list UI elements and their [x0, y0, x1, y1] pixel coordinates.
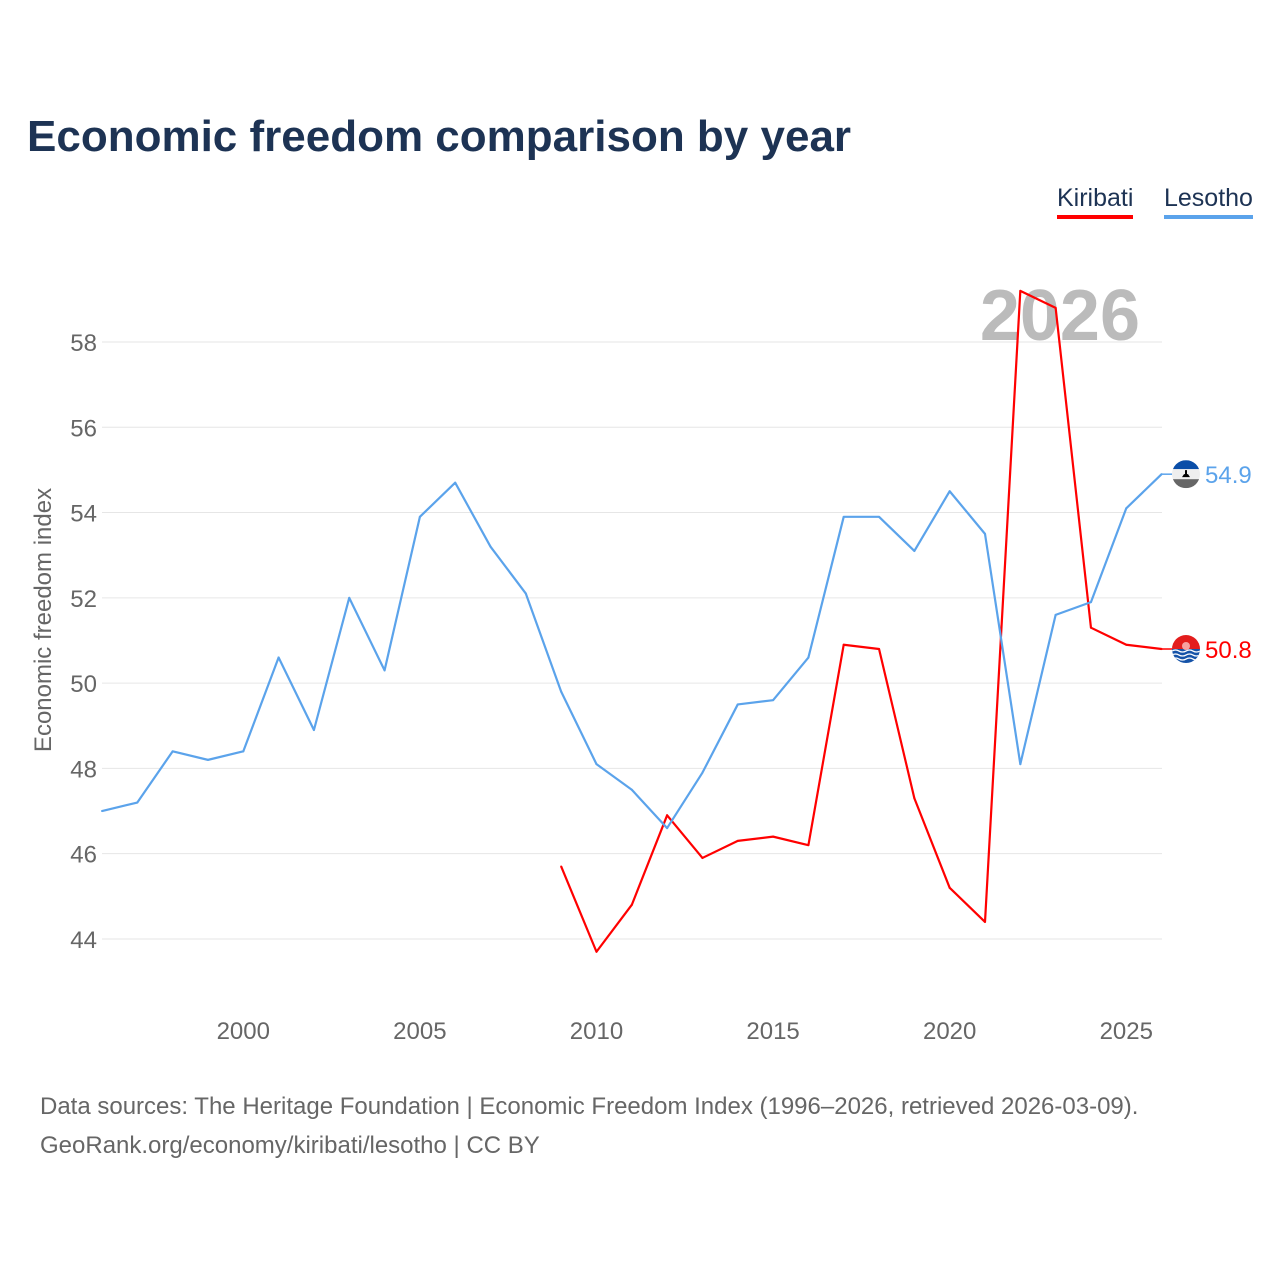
data-point: [171, 750, 174, 753]
data-point: [807, 656, 810, 659]
flag-wave: [1172, 649, 1200, 653]
y-tick-label: 56: [70, 415, 97, 442]
data-point: [454, 481, 457, 484]
data-point: [842, 643, 845, 646]
data-point: [1125, 643, 1128, 646]
x-tick-label: 2000: [217, 1018, 270, 1045]
flag-body: [1172, 635, 1200, 664]
data-point: [666, 827, 669, 830]
y-tick-label: 44: [70, 927, 97, 954]
lesotho-flag-icon: [1172, 460, 1200, 489]
data-point: [736, 839, 739, 842]
data-point: [560, 865, 563, 868]
y-tick-label: 46: [70, 842, 97, 869]
data-point: [701, 856, 704, 859]
data-point: [948, 490, 951, 493]
flag-stripe-grey: [1172, 479, 1200, 489]
flag-stripe-blue: [1172, 460, 1200, 470]
chart-title: Economic freedom comparison by year: [27, 112, 852, 161]
data-point: [807, 844, 810, 847]
data-point: [136, 801, 139, 804]
series-line-kiribati: [560, 289, 1162, 953]
data-point: [1019, 763, 1022, 766]
end-value-label-lesotho: 54.9: [1205, 462, 1252, 489]
data-point: [913, 797, 916, 800]
data-point: [348, 596, 351, 599]
data-point: [595, 763, 598, 766]
y-axis-label: Economic freedom index: [30, 488, 57, 752]
data-point: [878, 648, 881, 651]
x-tick-label: 2010: [570, 1018, 623, 1045]
data-point: [1089, 626, 1092, 629]
flag-body: [1172, 460, 1200, 489]
x-tick-label: 2020: [923, 1018, 976, 1045]
x-tick-label: 2025: [1100, 1018, 1153, 1045]
data-point: [984, 920, 986, 923]
y-tick-label: 50: [70, 671, 97, 698]
data-point: [736, 703, 739, 706]
data-point: [101, 810, 103, 813]
data-point: [206, 758, 209, 761]
data-point: [948, 886, 951, 889]
data-point: [489, 545, 492, 548]
flag-wave: [1172, 653, 1200, 657]
flag-sun: [1182, 642, 1190, 651]
legend-lesotho[interactable]: Lesotho: [1164, 184, 1253, 219]
data-point: [560, 690, 563, 693]
data-point: [1125, 507, 1128, 510]
data-point: [630, 903, 633, 906]
data-point: [772, 699, 775, 702]
data-point: [1089, 601, 1092, 604]
data-point: [595, 950, 598, 953]
data-point: [242, 750, 245, 753]
data-point: [1054, 613, 1057, 616]
y-tick-label: 54: [70, 501, 97, 528]
source-line-2[interactable]: GeoRank.org/economy/kiribati/lesotho | C…: [40, 1132, 540, 1159]
end-value-label-kiribati: 50.8: [1205, 637, 1252, 664]
x-tick-label: 2005: [393, 1018, 446, 1045]
data-point: [630, 788, 633, 791]
data-point: [842, 515, 845, 518]
series-line-lesotho: [101, 473, 1163, 830]
flag-hat: [1182, 470, 1190, 478]
data-point: [772, 835, 775, 838]
data-point: [878, 515, 881, 518]
data-point: [984, 532, 986, 535]
source-line-1: Data sources: The Heritage Foundation | …: [40, 1093, 1139, 1120]
y-tick-label: 52: [70, 586, 97, 613]
data-point: [418, 515, 421, 518]
data-point: [1019, 289, 1022, 292]
x-tick-label: 2015: [746, 1018, 799, 1045]
data-point: [701, 771, 704, 774]
data-point: [524, 592, 527, 595]
data-point: [1054, 306, 1057, 309]
source-note: Data sources: The Heritage Foundation | …: [40, 1087, 1138, 1165]
y-tick-label: 48: [70, 756, 97, 783]
data-point: [913, 549, 916, 552]
data-point: [666, 814, 669, 817]
data-point: [312, 729, 315, 732]
legend-kiribati[interactable]: Kiribati: [1057, 184, 1134, 219]
kiribati-flag-icon: [1172, 635, 1200, 664]
y-tick-label: 58: [70, 330, 97, 357]
data-point: [277, 656, 280, 659]
data-point: [383, 669, 386, 672]
